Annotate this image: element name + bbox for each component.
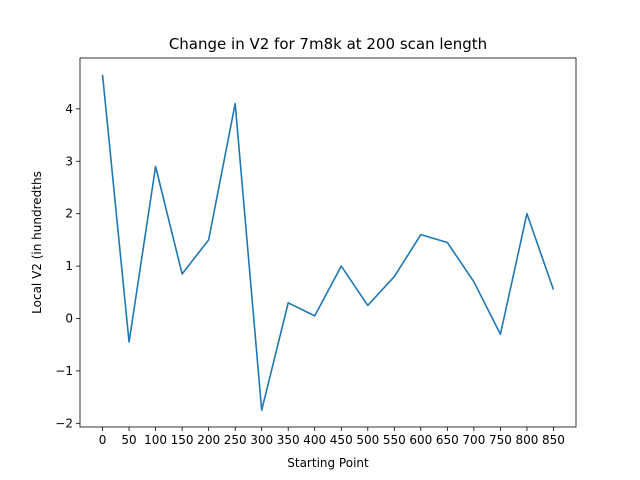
axes-frame (79, 57, 577, 428)
x-tick-label: 600 (409, 433, 432, 447)
x-tick-label: 0 (99, 433, 107, 447)
x-tick-label: 700 (462, 433, 485, 447)
x-axis: 0 50 100 150 200 250 300 350 400 450 500 550 600 650 7… (99, 427, 565, 447)
series-line-0 (101, 74, 555, 412)
x-tick-label: 850 (542, 433, 565, 447)
y-tick-label: −2 (55, 416, 73, 430)
y-axis: −2 −1 0 1 2 3 4 (55, 102, 80, 430)
x-tick-label: 550 (383, 433, 406, 447)
x-tick-label: 350 (277, 433, 300, 447)
x-tick-label: 450 (330, 433, 353, 447)
x-tick-label: 750 (489, 433, 512, 447)
y-tick-label: 0 (65, 312, 73, 326)
y-tick-label: 1 (65, 259, 73, 273)
x-tick-label: 300 (250, 433, 273, 447)
y-tick-label: 3 (65, 154, 73, 168)
x-tick-label: 150 (171, 433, 194, 447)
x-tick-label: 500 (356, 433, 379, 447)
x-tick-label: 100 (144, 433, 167, 447)
chart-title: Change in V2 for 7m8k at 200 scan length (169, 35, 487, 53)
x-tick-label: 50 (121, 433, 136, 447)
x-axis-label: Starting Point (287, 456, 369, 470)
x-tick-label: 400 (303, 433, 326, 447)
plot-area (101, 74, 555, 412)
x-tick-label: 250 (224, 433, 247, 447)
y-tick-label: 2 (65, 207, 73, 221)
x-tick-label: 650 (436, 433, 459, 447)
x-tick-label: 800 (515, 433, 538, 447)
x-tick-label: 200 (197, 433, 220, 447)
y-tick-label: −1 (55, 364, 73, 378)
y-axis-label: Local V2 (in hundredths (30, 171, 44, 314)
y-tick-label: 4 (65, 102, 73, 116)
